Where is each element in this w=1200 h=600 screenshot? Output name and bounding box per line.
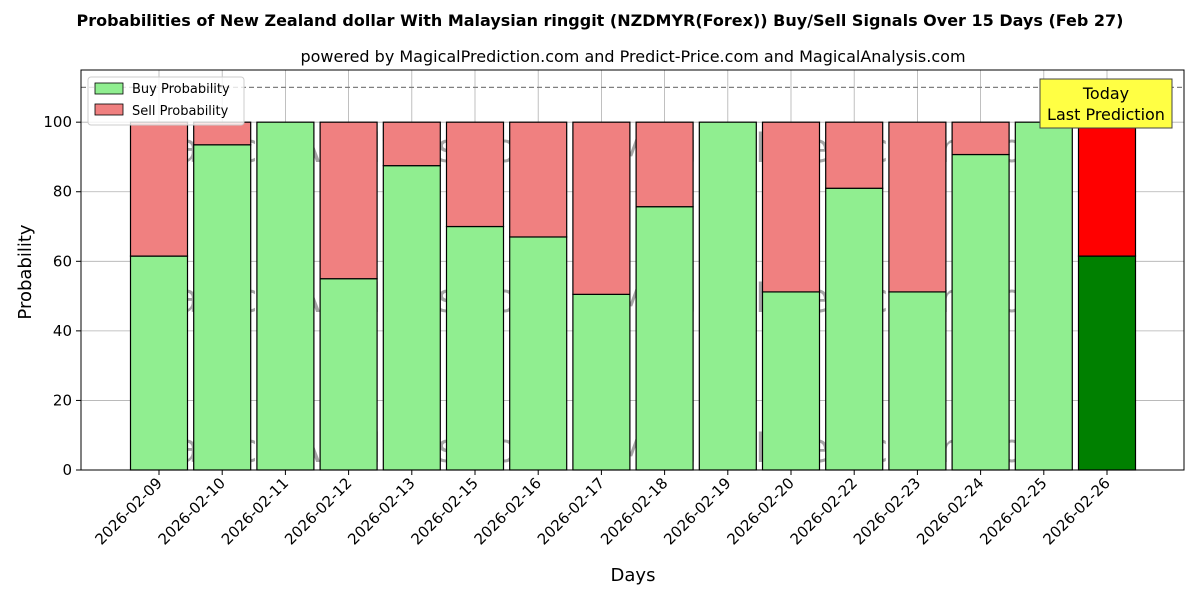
- x-tick-label: 2026-02-22: [787, 474, 861, 548]
- y-tick-label: 80: [53, 183, 72, 201]
- x-axis: 2026-02-092026-02-102026-02-112026-02-12…: [91, 470, 1114, 548]
- x-axis-label: Days: [611, 565, 656, 586]
- bar-sell-2026-02-20: [761, 121, 821, 293]
- bar-sell-2026-02-15: [445, 121, 505, 228]
- x-tick-label: 2026-02-12: [281, 474, 355, 548]
- x-tick-label: 2026-02-24: [913, 474, 987, 548]
- bar-buy-2026-02-16: [509, 236, 568, 471]
- bar-sell-2026-02-17: [572, 121, 631, 295]
- legend-swatch-sell: [94, 103, 124, 116]
- x-tick-label: 2026-02-23: [850, 474, 924, 548]
- annotation-box: [1039, 78, 1173, 129]
- bar-sell-2026-02-13: [382, 121, 441, 167]
- x-tick-label: 2026-02-09: [91, 474, 165, 548]
- x-tick-label: 2026-02-10: [155, 474, 229, 548]
- bar-sell-2026-02-12: [319, 121, 378, 280]
- bar-buy-2026-02-10: [193, 144, 252, 471]
- bar-sell-2026-02-26: [1077, 121, 1137, 257]
- y-tick-label: 20: [53, 391, 72, 409]
- legend-swatch-buy: [94, 82, 124, 95]
- bar-buy-2026-02-19: [698, 121, 757, 471]
- y-axis: 0 20 40 60 80 100: [43, 113, 81, 479]
- bars: [129, 121, 1137, 471]
- y-tick-label: 100: [43, 113, 72, 131]
- chart-subtitle: powered by MagicalPrediction.com and Pre…: [300, 47, 965, 66]
- x-tick-label: 2026-02-13: [344, 474, 418, 548]
- legend-label-buy: Buy Probability: [132, 82, 230, 97]
- plot-frame: [80, 69, 1185, 471]
- bar-sell-2026-02-16: [509, 121, 568, 238]
- legend: Buy Probability Sell Probability: [87, 76, 245, 126]
- bar-buy-2026-02-26: [1077, 255, 1137, 471]
- bar-buy-2026-02-20: [761, 291, 821, 471]
- bar-buy-2026-02-25: [1014, 121, 1073, 471]
- bar-buy-2026-02-11: [256, 121, 315, 471]
- bar-sell-2026-02-24: [951, 121, 1010, 156]
- bar-buy-2026-02-18: [635, 206, 694, 471]
- x-tick-label: 2026-02-16: [471, 474, 545, 548]
- bar-sell-2026-02-22: [825, 121, 884, 189]
- y-tick-label: 40: [53, 322, 72, 340]
- bar-buy-2026-02-13: [382, 165, 441, 471]
- bar-sell-2026-02-10: [193, 121, 252, 146]
- chart-title: Probabilities of New Zealand dollar With…: [77, 11, 1124, 30]
- x-tick-label: 2026-02-17: [534, 474, 608, 548]
- legend-box: [87, 76, 245, 126]
- x-tick-label: 2026-02-18: [597, 474, 671, 548]
- y-tick-label: 0: [62, 461, 72, 479]
- bar-buy-2026-02-09: [129, 255, 189, 471]
- x-tick-label: 2026-02-20: [723, 474, 797, 548]
- bar-buy-2026-02-24: [951, 153, 1010, 471]
- annotation-line2: Last Prediction: [1047, 105, 1165, 124]
- bar-sell-2026-02-09: [129, 121, 189, 257]
- bar-buy-2026-02-12: [319, 278, 378, 471]
- bar-buy-2026-02-23: [888, 291, 947, 471]
- x-tick-label: 2026-02-19: [660, 474, 734, 548]
- y-axis-label: Probability: [15, 224, 36, 319]
- x-tick-label: 2026-02-26: [1039, 474, 1113, 548]
- bar-sell-2026-02-18: [635, 121, 694, 208]
- today-annotation: Today Last Prediction: [1039, 78, 1173, 129]
- annotation-line1: Today: [1082, 84, 1129, 103]
- bar-buy-2026-02-17: [572, 293, 631, 471]
- x-tick-label: 2026-02-15: [407, 474, 481, 548]
- bar-sell-2026-02-23: [888, 121, 947, 293]
- x-tick-label: 2026-02-25: [976, 474, 1050, 548]
- legend-label-sell: Sell Probability: [132, 104, 229, 119]
- bar-buy-2026-02-15: [445, 225, 505, 471]
- bar-buy-2026-02-22: [825, 187, 884, 471]
- y-tick-label: 60: [53, 252, 72, 270]
- x-tick-label: 2026-02-11: [218, 474, 292, 548]
